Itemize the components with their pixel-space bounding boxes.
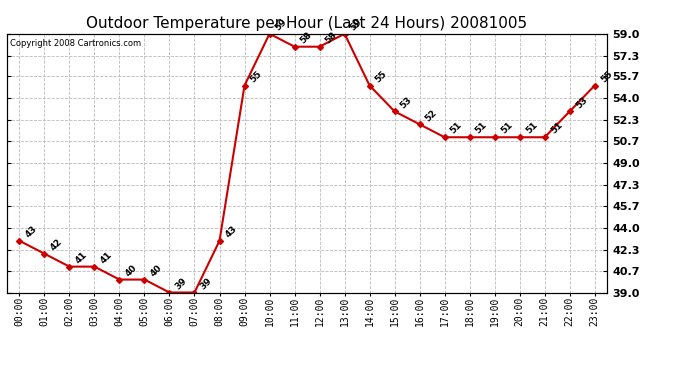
Text: 52: 52	[424, 108, 439, 123]
Text: 51: 51	[549, 121, 564, 136]
Text: 42: 42	[48, 237, 64, 252]
Text: 51: 51	[448, 121, 464, 136]
Text: 39: 39	[199, 276, 214, 291]
Text: 55: 55	[374, 69, 389, 84]
Text: 51: 51	[499, 121, 514, 136]
Text: 53: 53	[399, 95, 414, 110]
Text: 51: 51	[524, 121, 539, 136]
Text: Copyright 2008 Cartronics.com: Copyright 2008 Cartronics.com	[10, 39, 141, 48]
Text: 59: 59	[348, 17, 364, 32]
Text: 41: 41	[74, 250, 89, 265]
Text: 43: 43	[224, 224, 239, 239]
Text: 40: 40	[124, 263, 139, 278]
Text: 58: 58	[299, 30, 314, 45]
Text: 55: 55	[248, 69, 264, 84]
Text: 41: 41	[99, 250, 114, 265]
Text: 43: 43	[23, 224, 39, 239]
Text: 51: 51	[474, 121, 489, 136]
Title: Outdoor Temperature per Hour (Last 24 Hours) 20081005: Outdoor Temperature per Hour (Last 24 Ho…	[86, 16, 528, 31]
Text: 39: 39	[174, 276, 189, 291]
Text: 40: 40	[148, 263, 164, 278]
Text: 55: 55	[599, 69, 614, 84]
Text: 59: 59	[274, 17, 289, 32]
Text: 53: 53	[574, 95, 589, 110]
Text: 58: 58	[324, 30, 339, 45]
